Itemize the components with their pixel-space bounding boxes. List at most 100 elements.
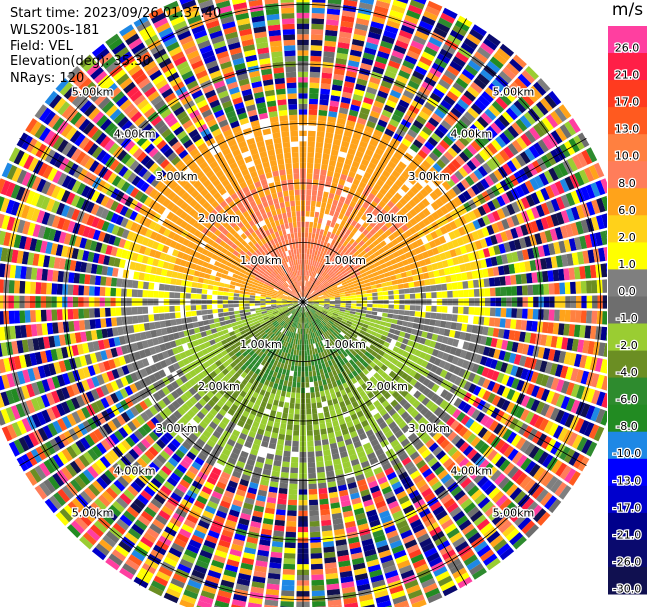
gate xyxy=(418,483,430,494)
gate xyxy=(258,336,264,343)
gate xyxy=(463,481,476,493)
gate xyxy=(170,380,180,390)
gate xyxy=(250,448,259,456)
gate xyxy=(361,297,368,301)
gate xyxy=(337,112,348,120)
gate xyxy=(43,479,56,494)
gate xyxy=(407,176,417,185)
gate xyxy=(328,437,337,445)
gate xyxy=(520,395,531,408)
gate xyxy=(329,334,335,341)
gate xyxy=(61,466,73,481)
ray-34 xyxy=(308,303,607,374)
gate xyxy=(565,224,574,238)
gate xyxy=(215,360,222,367)
gate xyxy=(425,5,441,17)
gate xyxy=(311,200,316,207)
gate xyxy=(320,286,326,291)
gate xyxy=(395,324,402,331)
gate xyxy=(491,382,501,394)
gate xyxy=(307,248,310,255)
gate xyxy=(93,428,104,441)
gate xyxy=(220,534,232,543)
gate xyxy=(399,343,407,350)
gate xyxy=(406,584,421,595)
gate xyxy=(252,420,260,428)
gate xyxy=(206,366,214,374)
gate xyxy=(365,357,372,365)
gate xyxy=(258,423,266,431)
gate xyxy=(377,90,389,99)
gate xyxy=(238,383,245,390)
gate xyxy=(424,492,436,503)
gate xyxy=(376,283,382,288)
gate xyxy=(584,355,593,370)
gate xyxy=(306,414,312,420)
gate xyxy=(446,90,459,102)
gate xyxy=(384,25,399,35)
gate xyxy=(230,344,237,351)
gate xyxy=(120,411,131,423)
gate xyxy=(270,376,276,383)
gate xyxy=(229,434,238,442)
gate xyxy=(496,543,511,557)
gate xyxy=(323,350,329,357)
gate xyxy=(311,293,317,297)
gate xyxy=(314,163,321,170)
gate xyxy=(307,295,312,299)
gate xyxy=(496,384,506,396)
gate xyxy=(388,534,401,544)
gate xyxy=(309,520,320,527)
gate xyxy=(550,392,561,406)
gate xyxy=(390,258,397,265)
gate xyxy=(515,366,524,378)
gate xyxy=(453,469,465,481)
gate xyxy=(499,442,510,455)
gate xyxy=(398,524,411,535)
gate xyxy=(310,392,316,399)
gate xyxy=(516,308,523,319)
gate xyxy=(365,197,373,205)
gate xyxy=(327,289,334,293)
gate xyxy=(458,167,469,178)
gate xyxy=(307,287,311,293)
gate xyxy=(206,412,215,421)
gate xyxy=(315,244,320,251)
gate xyxy=(185,436,195,446)
gate xyxy=(300,317,302,324)
gate xyxy=(463,502,476,514)
gate xyxy=(303,291,305,297)
gate xyxy=(132,445,144,457)
gate xyxy=(100,473,112,486)
gate xyxy=(331,89,342,97)
gate xyxy=(243,335,250,342)
gate xyxy=(341,15,355,23)
gate xyxy=(231,599,247,607)
gate xyxy=(313,244,317,250)
gate xyxy=(362,344,369,351)
gate xyxy=(446,461,458,473)
gate xyxy=(475,411,486,423)
gate xyxy=(260,479,270,487)
gate xyxy=(430,312,437,319)
gate xyxy=(207,569,222,579)
gate xyxy=(310,332,314,339)
gate xyxy=(464,527,479,540)
gate xyxy=(112,500,125,513)
gate xyxy=(411,269,418,276)
gate xyxy=(328,308,335,311)
gate xyxy=(424,453,435,463)
gate xyxy=(264,328,271,334)
gate xyxy=(216,544,229,554)
gate xyxy=(202,394,211,403)
gate xyxy=(294,344,298,350)
gate xyxy=(446,502,459,514)
gate xyxy=(358,415,367,423)
gate xyxy=(354,244,361,251)
gate xyxy=(290,314,294,320)
gate xyxy=(305,312,308,318)
gate xyxy=(539,360,548,373)
gate xyxy=(462,445,474,457)
gate xyxy=(309,510,319,517)
gate xyxy=(439,424,450,435)
